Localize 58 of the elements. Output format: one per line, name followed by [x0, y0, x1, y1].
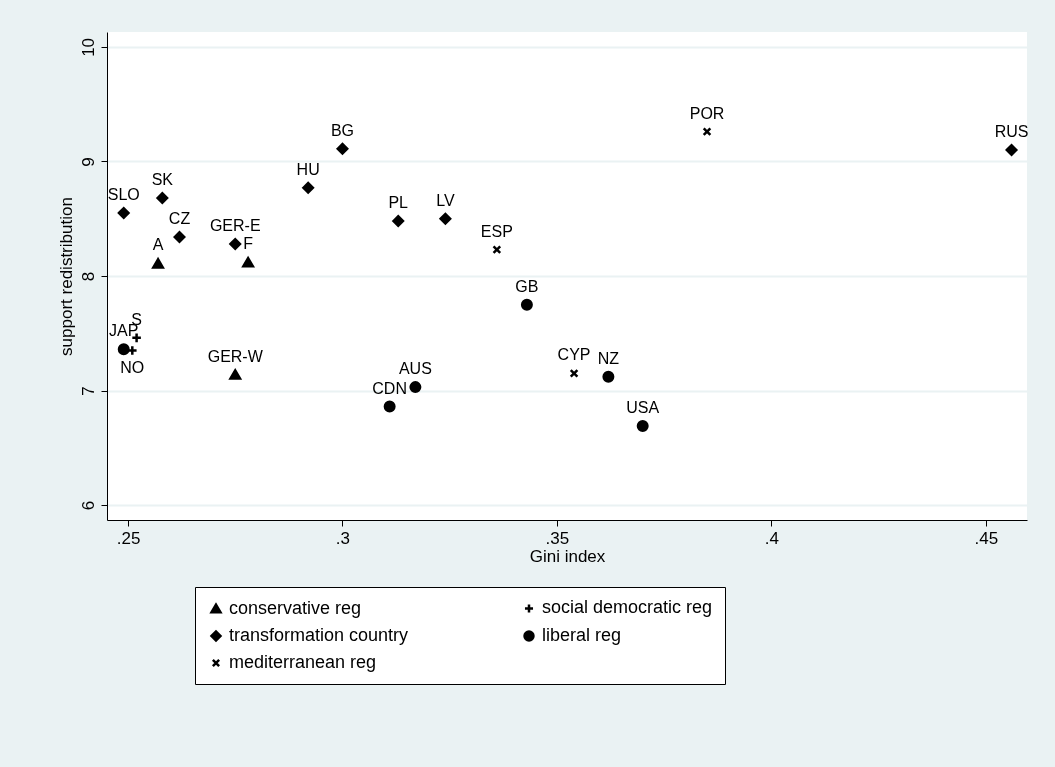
point — [439, 212, 452, 225]
point — [702, 127, 712, 137]
data-label: PL — [388, 194, 409, 212]
point — [392, 215, 405, 228]
data-label: F — [243, 235, 254, 253]
point — [569, 368, 579, 378]
data-label: GB — [515, 277, 539, 295]
point — [242, 256, 255, 268]
point — [636, 420, 649, 433]
data-label: NZ — [597, 349, 620, 367]
y-tick-label: 10 — [78, 37, 98, 57]
x-tick-label: .25 — [116, 528, 141, 548]
point — [492, 245, 502, 255]
x-tick-label: .35 — [545, 528, 570, 548]
data-label: USA — [626, 399, 660, 417]
point — [602, 370, 615, 383]
data-label: LV — [436, 191, 455, 209]
data-label: GER-E — [209, 216, 261, 234]
legend-label: liberal reg — [542, 625, 622, 645]
data-label: HU — [296, 160, 320, 178]
point — [302, 181, 315, 194]
x-tick-label: .3 — [335, 528, 351, 548]
point — [156, 192, 169, 205]
x-tick-label: .45 — [974, 528, 999, 548]
point — [409, 381, 422, 394]
point — [520, 298, 533, 311]
point — [117, 343, 130, 356]
data-label: CDN — [372, 379, 407, 397]
point — [117, 207, 130, 219]
x-tick-label: .4 — [764, 528, 779, 548]
y-tick-label: 8 — [78, 271, 98, 282]
y-tick-label: 9 — [78, 157, 98, 167]
x-axis-title: Gini index — [529, 546, 606, 566]
point — [229, 369, 242, 380]
legend-label: social democratic reg — [542, 597, 713, 618]
y-tick-label: 6 — [78, 500, 98, 511]
point — [336, 142, 349, 155]
data-label: CZ — [168, 210, 191, 228]
data-label: GER-W — [207, 347, 264, 365]
data-label: POR — [689, 104, 725, 122]
data-label: A — [152, 236, 164, 254]
data-label: RUS — [994, 122, 1029, 140]
data-label: SK — [151, 171, 174, 189]
data-label: BG — [330, 121, 355, 139]
legend-label: transformation country — [229, 625, 409, 645]
point — [1005, 144, 1018, 156]
y-axis-title: support redistribution — [56, 197, 76, 356]
legend-label: conservative reg — [229, 597, 362, 618]
data-label: NO — [120, 359, 145, 377]
legend-label: mediterranean reg — [229, 652, 377, 672]
point — [229, 237, 242, 250]
point — [173, 231, 186, 244]
data-label: SLO — [107, 186, 140, 203]
point — [383, 400, 396, 413]
data-label: AUS — [398, 360, 432, 378]
data-label: ESP — [480, 222, 513, 240]
data-label: CYP — [557, 346, 591, 364]
y-tick-label: 7 — [78, 386, 98, 396]
